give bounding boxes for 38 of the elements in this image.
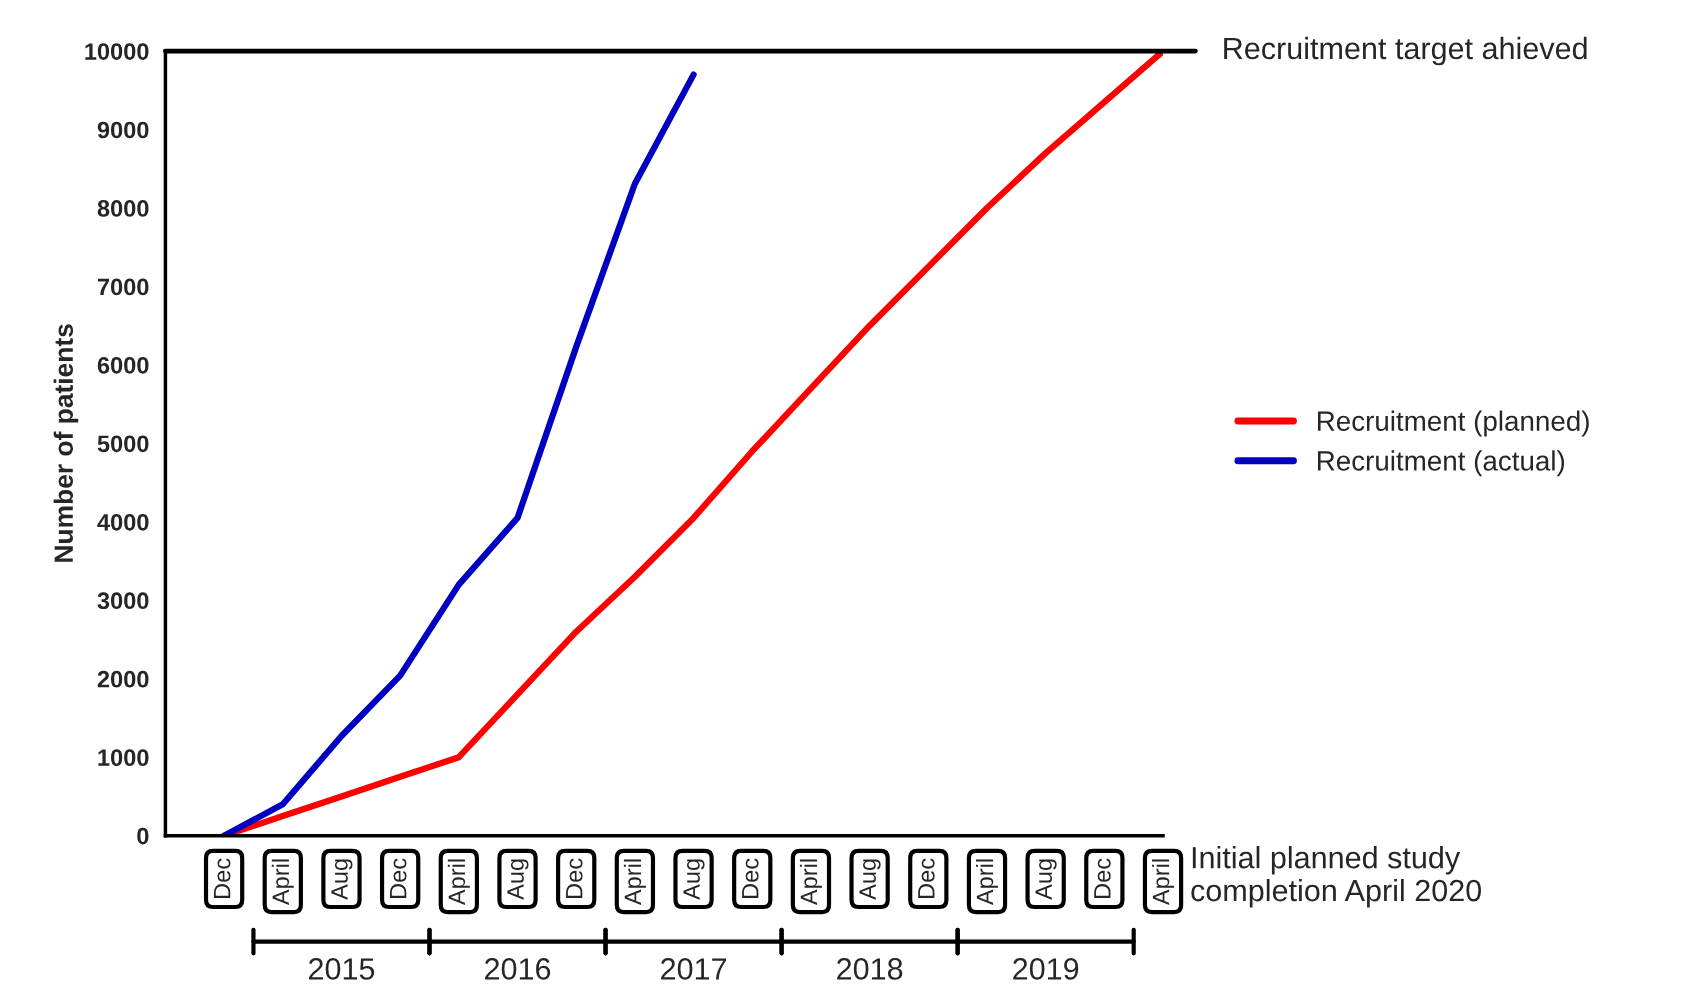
- x-tick-label: April: [447, 859, 470, 906]
- x-tick-label: Dec: [213, 858, 231, 898]
- y-tick-label: 3000: [97, 592, 149, 610]
- x-tick-label: April: [975, 859, 998, 906]
- legend-label: Recruitment (actual): [1317, 450, 1565, 477]
- x-tick-label: Aug: [1035, 859, 1057, 900]
- y-tick-label: 4000: [97, 513, 149, 531]
- x-tick-label: Aug: [507, 859, 529, 900]
- y-axis-title: Number of patients: [53, 324, 79, 562]
- text: 2016: [485, 958, 551, 980]
- y-tick-label: 7000: [97, 278, 149, 296]
- y-tick-label: 9000: [97, 121, 149, 139]
- x-tick-label: April: [623, 859, 646, 906]
- legend-label: Recruitment (planned): [1317, 410, 1589, 437]
- text: 2019: [1013, 958, 1079, 980]
- y-tick-label: 1000: [98, 749, 149, 766]
- x-tick-label: April: [1152, 859, 1175, 906]
- x-tick-label: Aug: [859, 859, 881, 900]
- x-tick-label: Dec: [1094, 858, 1111, 898]
- ref-line-label: Recruitment target ahieved: [1224, 36, 1587, 66]
- x-tick-label: April: [799, 859, 822, 906]
- text: 2018: [837, 958, 903, 980]
- x-tick-label: Dec: [918, 858, 935, 898]
- y-tick-label: 5000: [97, 435, 149, 453]
- y-tick-label: 10000: [85, 43, 149, 60]
- x-tick-label: Dec: [742, 858, 759, 898]
- y-tick-label: 2000: [97, 670, 149, 688]
- text: 2015: [309, 958, 375, 980]
- x-tick-label: Aug: [683, 859, 705, 900]
- text: 2017: [661, 958, 727, 980]
- y-tick-label: 0: [137, 827, 149, 845]
- y-tick-label: 6000: [97, 357, 149, 374]
- x-tick-label: Dec: [390, 858, 407, 898]
- x-tick-label: April: [271, 859, 294, 906]
- y-tick-label: 8000: [97, 200, 149, 217]
- x-tick-label: Dec: [566, 858, 583, 898]
- x-tick-label: Aug: [331, 859, 353, 900]
- text: Initial planned study completion April 2020: [1191, 846, 1482, 908]
